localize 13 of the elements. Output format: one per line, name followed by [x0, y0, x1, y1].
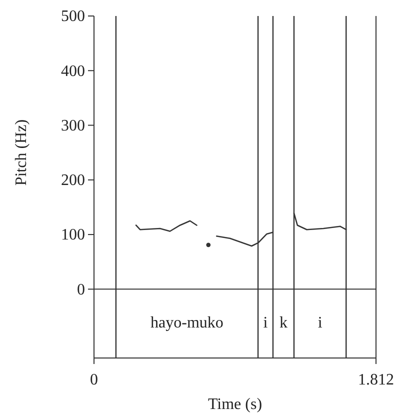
y-tick-label: 100 — [61, 226, 85, 244]
y-tick-label: 400 — [61, 62, 85, 80]
x-tick-label: 1.812 — [358, 372, 394, 389]
annotation: k — [279, 314, 288, 332]
y-tick-label: 200 — [61, 172, 85, 190]
y-axis-title: Pitch (Hz) — [13, 119, 30, 186]
annotation: hayo-muko — [150, 314, 224, 332]
y-tick-label: 500 — [61, 8, 85, 26]
y-tick-label: 300 — [61, 117, 85, 134]
x-axis-title: Time (s) — [208, 396, 262, 413]
y-tick-label: 0 — [77, 281, 85, 298]
annotation: i — [318, 314, 323, 332]
annotation: i — [263, 314, 268, 332]
